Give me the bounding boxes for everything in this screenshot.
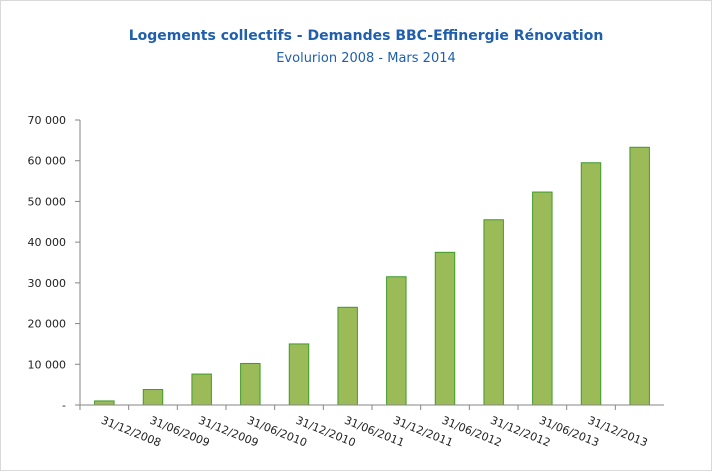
bar	[434, 251, 456, 406]
y-tick-label: 50 000	[28, 195, 67, 208]
y-tick-label: 70 000	[28, 114, 67, 127]
y-tick-label: 30 000	[28, 277, 67, 290]
y-tick-label: 20 000	[28, 318, 67, 331]
y-tick-label: 10 000	[28, 358, 67, 371]
bar	[142, 389, 164, 406]
bar	[629, 146, 650, 406]
bar	[386, 276, 407, 406]
chart-title: Logements collectifs - Demandes BBC-Effi…	[129, 28, 604, 44]
y-tick-label: 40 000	[28, 236, 67, 249]
bar	[337, 306, 358, 406]
bar	[483, 219, 504, 406]
bar	[94, 400, 115, 406]
bar	[532, 191, 553, 406]
chart-subtitle: Evolurion 2008 - Mars 2014	[276, 51, 456, 66]
y-tick-label: -	[62, 399, 66, 412]
bar	[191, 373, 212, 406]
bar	[288, 343, 310, 406]
bar	[240, 362, 261, 406]
bar	[580, 162, 602, 406]
y-tick-label: 60 000	[28, 155, 67, 168]
